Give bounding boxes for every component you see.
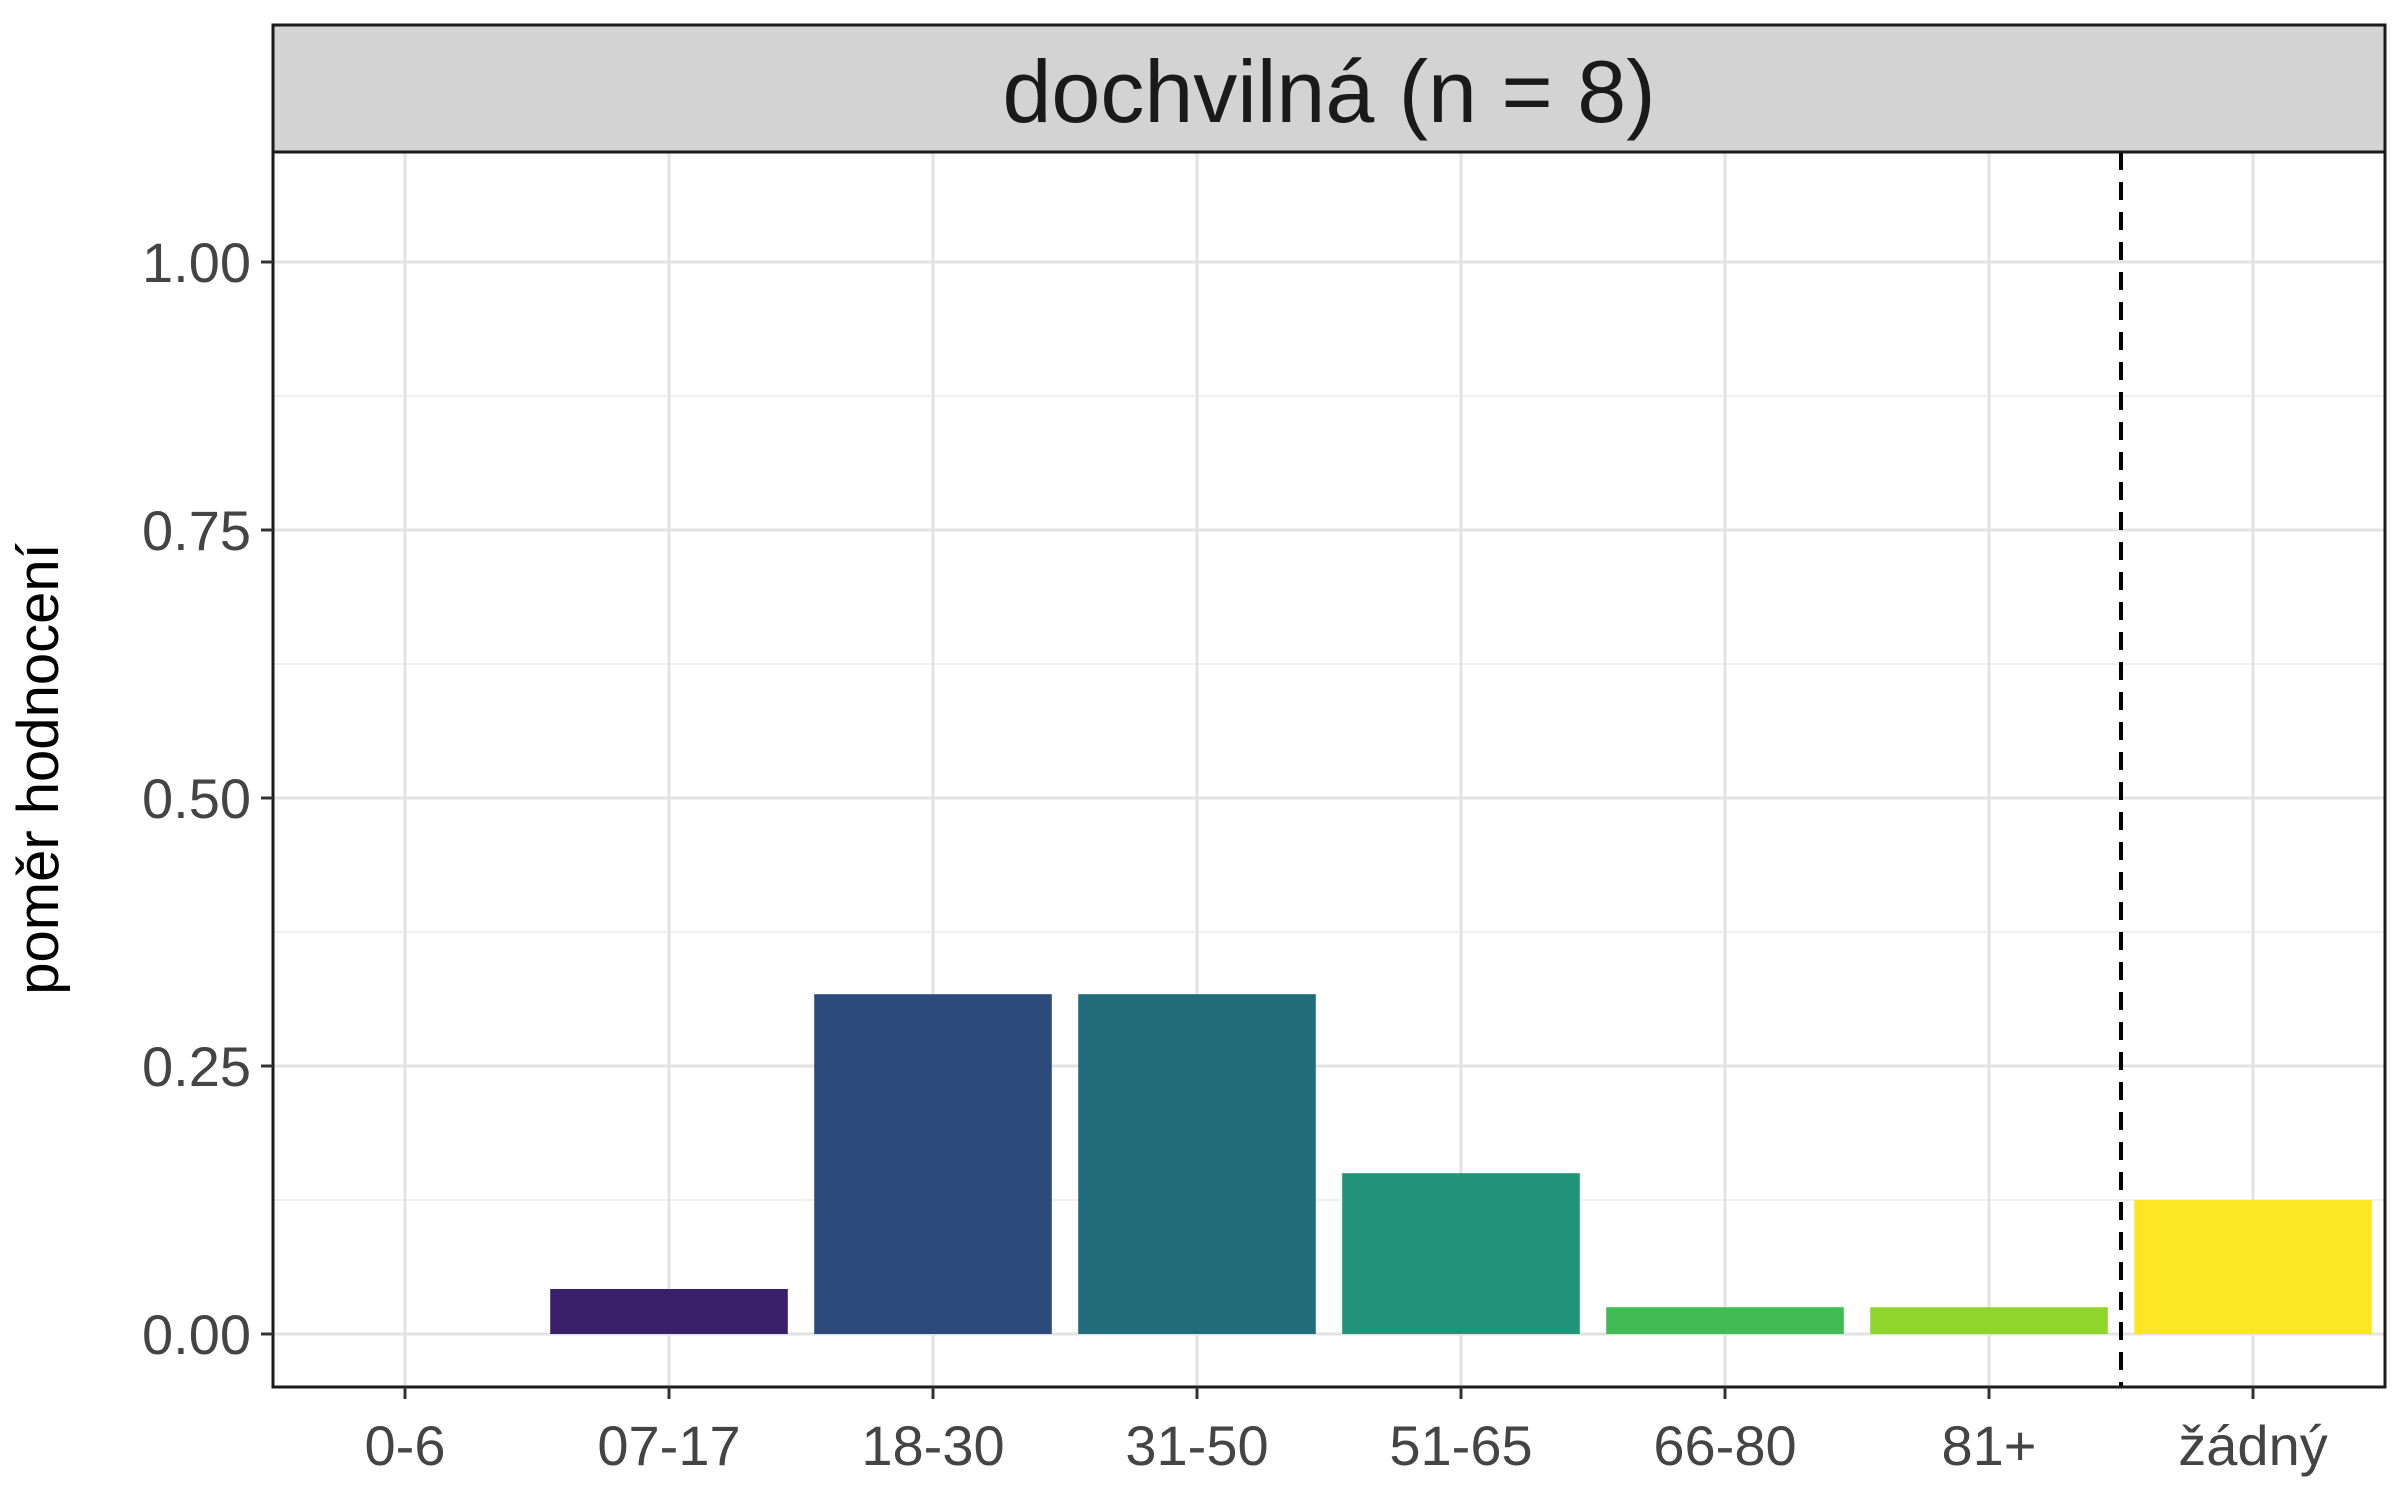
bar-51-65 xyxy=(1342,1173,1580,1334)
y-tick-label: 0.00 xyxy=(142,1303,251,1366)
x-axis: 0-6 07-17 18-30 31-50 51-65 66-80 81+ žádný xyxy=(365,1387,2328,1477)
y-tick-label: 0.50 xyxy=(142,767,251,830)
bar-31-50 xyxy=(1078,994,1316,1334)
plot-panel xyxy=(271,150,2387,1389)
panel-border xyxy=(271,150,2387,1389)
y-tick-label: 0.25 xyxy=(142,1035,251,1098)
x-tick-label: 0-6 xyxy=(365,1414,446,1477)
x-tick-label: žádný xyxy=(2178,1414,2327,1477)
bar-žádný xyxy=(2134,1200,2372,1334)
facet-strip: dochvilná (n = 8) xyxy=(271,23,2387,154)
x-tick-label: 66-80 xyxy=(1653,1414,1796,1477)
y-axis: 0.00 0.25 0.50 0.75 1.00 xyxy=(142,231,273,1366)
panel-background xyxy=(273,152,2385,1387)
x-tick-label: 07-17 xyxy=(597,1414,740,1477)
bar-07-17 xyxy=(550,1288,788,1334)
bar-81+ xyxy=(1870,1307,2108,1334)
grid-lines xyxy=(273,152,2385,1387)
facet-strip-background xyxy=(271,23,2387,154)
facet-label: dochvilná (n = 8) xyxy=(1002,42,1655,141)
y-tick-label: 0.75 xyxy=(142,499,251,562)
x-tick-label: 51-65 xyxy=(1389,1414,1532,1477)
bar-18-30 xyxy=(814,994,1052,1334)
y-tick-label: 1.00 xyxy=(142,231,251,294)
bars xyxy=(550,994,2372,1334)
bar-66-80 xyxy=(1606,1307,1844,1334)
x-tick-label: 18-30 xyxy=(861,1414,1004,1477)
y-axis-label: poměr hodnocení xyxy=(6,543,71,994)
x-tick-label: 31-50 xyxy=(1125,1414,1268,1477)
x-tick-label: 81+ xyxy=(1942,1414,2037,1477)
